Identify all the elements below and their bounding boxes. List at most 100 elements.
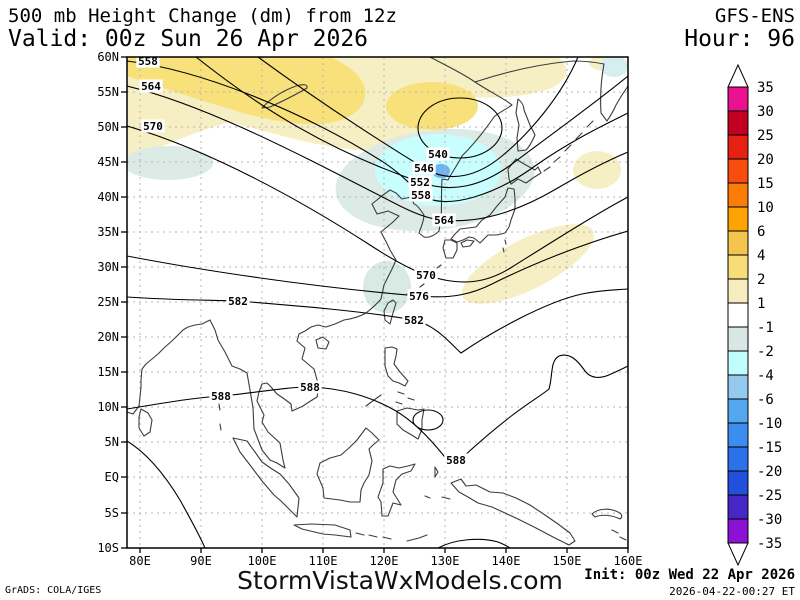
colorbar-segment [727, 494, 749, 520]
colorbar-segment [727, 278, 749, 304]
contour-label: 588 [446, 454, 466, 467]
contour-588-southwest [127, 440, 206, 548]
contour-label-halo [409, 188, 433, 202]
contour-label: 540 [428, 148, 448, 161]
honshu-island [450, 187, 516, 244]
hainan-island [315, 336, 330, 350]
colorbar-segment [727, 422, 749, 448]
contour-label: 570 [143, 120, 163, 133]
contour-label: 564 [141, 80, 161, 93]
colorbar-segment [727, 134, 749, 160]
moluccas-islands [424, 466, 451, 500]
sakhalin-island [515, 98, 536, 152]
colorbar-tick-label: 25 [757, 128, 774, 144]
colorbar-segment [727, 182, 749, 208]
coastlines [127, 57, 628, 546]
contour-588 [127, 354, 628, 463]
contour-label: 588 [300, 381, 320, 394]
contour-label-halo [432, 213, 456, 227]
lat-tick-label: 55N [97, 85, 119, 99]
model-name: GFS-ENS [714, 5, 795, 27]
grads-credit: GrADS: COLA/IGES [5, 585, 102, 596]
lat-tick-label: 5S [105, 506, 119, 520]
colorbar-segment [727, 110, 749, 136]
lat-tick-label: 45N [97, 155, 119, 169]
lesser-sunda-islands [355, 532, 428, 542]
colorbar-segment [727, 230, 749, 256]
lat-tick-label: 40N [97, 190, 119, 204]
colorbar-tick-label: 15 [757, 176, 774, 192]
colorbar-tick-label: -6 [757, 392, 774, 408]
negative-shade-weak [363, 261, 411, 313]
generated-timestamp: 2026-04-22-00:27 ET [669, 585, 795, 598]
colorbar-arrow-down-icon [727, 542, 749, 567]
contour-588-closed [412, 409, 444, 431]
lat-tick-label: 10N [97, 400, 119, 414]
lat-tick-label: 5N [105, 435, 119, 449]
colorbar-segment [727, 374, 749, 400]
contour-label-halo [444, 453, 468, 467]
lat-tick-label: 30N [97, 260, 119, 274]
negative-shade-weak [600, 57, 628, 77]
sulawesi-island [377, 463, 416, 517]
valid-time: Valid: 00z Sun 26 Apr 2026 [8, 26, 369, 52]
colorbar-tick-label: -10 [757, 416, 782, 432]
lon-tick-label: 140E [492, 554, 521, 568]
kyushu-island [442, 239, 458, 259]
colorbar-segment [727, 326, 749, 352]
chart-title: 500 mb Height Change (dm) from 12z [8, 5, 397, 27]
contour-label-halo [407, 289, 431, 303]
colorbar-segment [727, 302, 749, 328]
colorbar-segment [727, 86, 749, 112]
contour-label: 582 [404, 314, 424, 327]
watermark: StormVistaWxModels.com [237, 566, 563, 595]
colorbar-tick-label: -25 [757, 488, 782, 504]
contour-label-halo [402, 313, 426, 327]
contour-label: 558 [138, 55, 158, 68]
contour-label-layer: 5585645705405465525585645705765825825885… [136, 55, 468, 467]
colorbar-tick-label: -20 [757, 464, 782, 480]
contour-label: 558 [411, 189, 431, 202]
contour-label: 576 [409, 290, 429, 303]
positive-shade-pale [519, 65, 561, 89]
contour-552 [195, 57, 628, 189]
borneo-island [316, 427, 380, 503]
colorbar-segment [727, 446, 749, 472]
lon-tick-label: 100E [248, 554, 277, 568]
visayas-islands [365, 391, 415, 407]
colorbar-segment [727, 254, 749, 280]
contour-label-halo [141, 119, 165, 133]
lon-tick-label: 80E [129, 554, 151, 568]
contour-label: 588 [211, 390, 231, 403]
taiwan-island [383, 299, 397, 325]
luzon-island [384, 346, 409, 387]
colorbar-arrow-up-icon [727, 63, 749, 88]
contour-540-closed [417, 97, 503, 159]
lake-baikal [261, 84, 308, 109]
colorbar-tick-label: 10 [757, 200, 774, 216]
lon-tick-label: 110E [309, 554, 338, 568]
negative-shade-blue [432, 164, 450, 178]
lat-tick-label: 25N [97, 295, 119, 309]
shikoku-island [460, 239, 475, 248]
colorbar-segment [727, 158, 749, 184]
java-island [293, 523, 352, 538]
lon-tick-label: 120E [370, 554, 399, 568]
height-contours [127, 57, 628, 548]
lat-tick-label: 60N [97, 50, 119, 64]
anomaly-shading [127, 57, 628, 313]
colorbar-tick-label: 2 [757, 272, 765, 288]
colorbar-tick-label: -15 [757, 440, 782, 456]
hokkaido-island [507, 158, 542, 185]
contour-label-halo [226, 294, 250, 308]
colorbar-tick-label: 1 [757, 296, 765, 312]
lon-tick-label: 90E [190, 554, 212, 568]
new-guinea-island [450, 478, 576, 546]
solomon-islands [611, 529, 627, 541]
sri-lanka-island [138, 408, 153, 437]
colorbar-tick-label: -30 [757, 512, 782, 528]
colorbar-tick-label: 20 [757, 152, 774, 168]
asia-mainland-coast [127, 57, 513, 469]
